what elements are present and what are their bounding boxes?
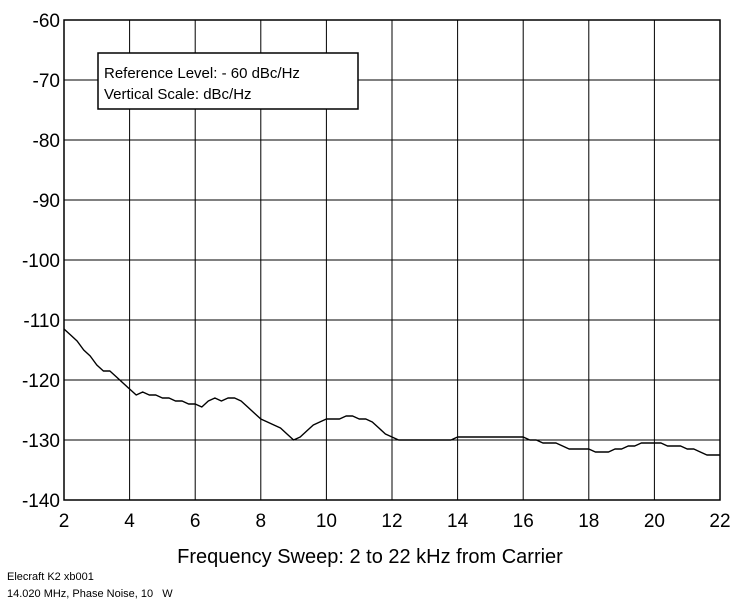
y-tick-label: -90 bbox=[33, 191, 60, 212]
legend-vertical-scale: Vertical Scale: dBc/Hz bbox=[104, 86, 252, 103]
y-tick-label: -80 bbox=[33, 131, 60, 152]
footer-line-1: Elecraft K2 xb001 bbox=[7, 571, 94, 583]
phase-noise-chart: -60 -70 -80 -90 -100 -110 -120 -130 -140 2 4 6 8 10 1… bbox=[22, 11, 731, 568]
series-line bbox=[63, 328, 720, 456]
y-tick-label: -140 bbox=[22, 491, 60, 512]
x-tick-label: 16 bbox=[513, 511, 534, 532]
x-tick-label: 8 bbox=[256, 511, 267, 532]
y-tick-label: -100 bbox=[22, 251, 60, 272]
legend-box: Reference Level: - 60 dBc/Hz Vertical Sc… bbox=[97, 52, 359, 110]
x-tick-label: 14 bbox=[447, 511, 469, 532]
x-tick-label: 10 bbox=[316, 511, 337, 532]
plot-frame bbox=[63, 19, 721, 501]
x-tick-label: 6 bbox=[190, 511, 201, 532]
y-axis-ticks: -60 -70 -80 -90 -100 -110 -120 -130 -140 bbox=[22, 11, 60, 512]
x-tick-label: 4 bbox=[124, 511, 135, 532]
y-tick-label: -110 bbox=[23, 311, 60, 332]
y-tick-label: -60 bbox=[33, 11, 60, 32]
y-tick-label: -130 bbox=[22, 431, 60, 452]
y-tick-label: -70 bbox=[33, 71, 60, 92]
x-tick-label: 12 bbox=[381, 511, 402, 532]
footer-line-2: 14.020 MHz, Phase Noise, 10 W bbox=[7, 588, 173, 600]
x-tick-label: 2 bbox=[59, 511, 70, 532]
legend-reference-level: Reference Level: - 60 dBc/Hz bbox=[104, 65, 300, 82]
x-tick-label: 20 bbox=[644, 511, 665, 532]
x-tick-label: 22 bbox=[709, 511, 730, 532]
x-axis-label: Frequency Sweep: 2 to 22 kHz from Carrie… bbox=[177, 546, 563, 568]
y-tick-label: -120 bbox=[22, 371, 60, 392]
x-axis-ticks: 2 4 6 8 10 12 14 16 18 20 22 bbox=[59, 511, 731, 532]
x-tick-label: 18 bbox=[578, 511, 599, 532]
